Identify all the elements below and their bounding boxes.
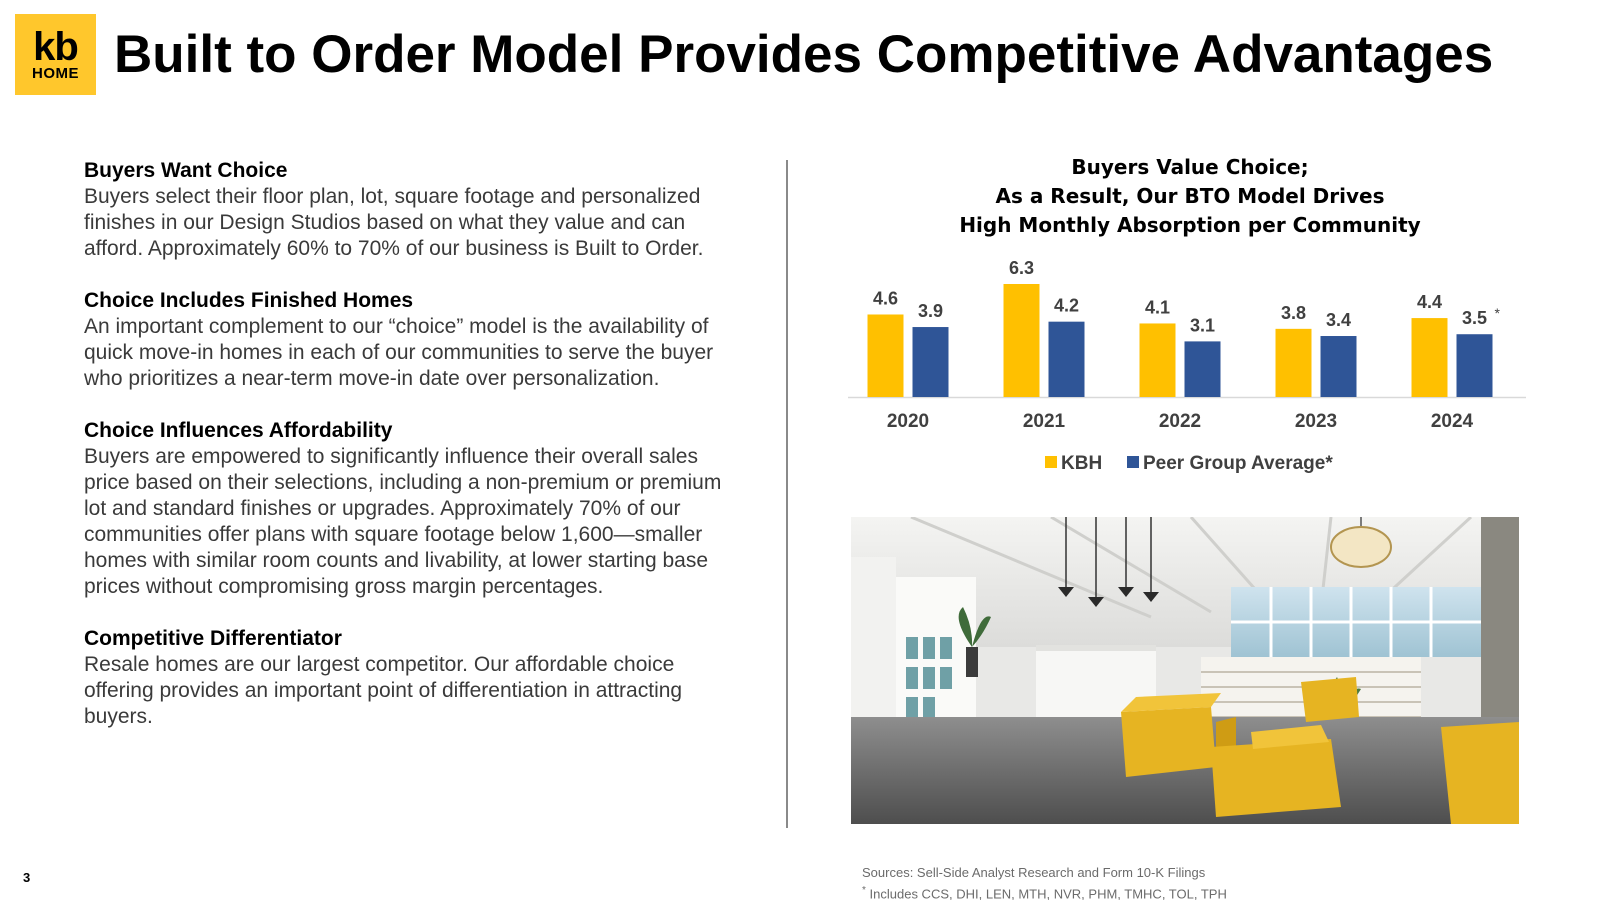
logo-kb-text: kb [33, 24, 79, 69]
section-heading: Choice Influences Affordability [84, 419, 393, 442]
section-body: Resale homes are our largest competitor.… [84, 653, 683, 728]
chart-title-line: High Monthly Absorption per Community [959, 213, 1421, 237]
data-label-peer-2022: 3.1 [1190, 315, 1215, 335]
section-heading: Buyers Want Choice [84, 159, 288, 182]
data-label-kbh-2020: 4.6 [873, 288, 898, 308]
chart-title-line: As a Result, Our BTO Model Drives [995, 184, 1385, 208]
page-number: 3 [23, 870, 31, 885]
x-tick-label-2024: 2024 [1431, 411, 1474, 432]
legend-label-peer: Peer Group Average* [1143, 453, 1333, 474]
section-heading: Competitive Differentiator [84, 627, 342, 650]
section-heading: Choice Includes Finished Homes [84, 289, 414, 312]
data-label-kbh-2022: 4.1 [1145, 297, 1170, 317]
data-label-peer-2021: 4.2 [1054, 296, 1079, 316]
bar-peer-2020 [912, 327, 949, 397]
legend-label-kbh: KBH [1061, 453, 1102, 474]
data-label-annotation: * [1495, 305, 1501, 321]
design-studio-photo [851, 517, 1519, 824]
section-body: Buyers select their floor plan, lot, squ… [84, 185, 704, 260]
sources-text: Sources: Sell-Side Analyst Research and … [862, 865, 1206, 880]
chart-legend: KBH Peer Group Average* [1045, 453, 1333, 474]
footnote: * Includes CCS, DHI, LEN, MTH, NVR, PHM,… [862, 882, 1227, 900]
section-competitive-differentiator: Competitive Differentiator Resale homes … [84, 626, 734, 730]
x-tick-label-2023: 2023 [1295, 411, 1337, 432]
data-label-peer-2024: 3.5 [1462, 308, 1487, 328]
data-label-peer-2023: 3.4 [1326, 310, 1351, 330]
absorption-bar-chart: 4.6 3.9 2020 6.3 4.2 2021 4.1 3.1 2022 3.8 3.4 2023… [848, 258, 1526, 474]
data-label-kbh-2024: 4.4 [1417, 292, 1442, 312]
bar-kbh-2024 [1411, 318, 1448, 397]
logo-home-text: HOME [32, 64, 79, 82]
section-finished-homes: Choice Includes Finished Homes An import… [84, 288, 734, 392]
x-tick-label-2021: 2021 [1023, 411, 1066, 432]
x-tick-label-2020: 2020 [887, 411, 929, 432]
data-label-peer-2020: 3.9 [918, 301, 943, 321]
bar-kbh-2023 [1275, 328, 1312, 397]
legend-swatch-peer [1127, 456, 1139, 468]
bar-peer-2023 [1320, 336, 1357, 397]
section-affordability: Choice Influences Affordability Buyers a… [84, 418, 734, 600]
column-divider [786, 160, 788, 828]
section-body: An important complement to our “choice” … [84, 315, 714, 390]
left-column: Buyers Want Choice Buyers select their f… [84, 158, 734, 756]
chart-title: Buyers Value Choice; As a Result, Our BT… [930, 153, 1450, 240]
bar-peer-2022 [1184, 341, 1221, 397]
bar-kbh-2020 [867, 314, 904, 397]
footnote-text: Includes CCS, DHI, LEN, MTH, NVR, PHM, T… [865, 886, 1227, 900]
footnote-mark: * [862, 885, 866, 896]
bar-kbh-2022 [1139, 323, 1176, 397]
chart-title-line: Buyers Value Choice; [1071, 155, 1309, 179]
bar-peer-2024 [1456, 334, 1493, 397]
data-label-kbh-2023: 3.8 [1281, 303, 1306, 323]
x-tick-label-2022: 2022 [1159, 411, 1201, 432]
section-body: Buyers are empowered to significantly in… [84, 445, 722, 598]
kb-home-logo: kb HOME [15, 14, 96, 95]
section-buyers-want-choice: Buyers Want Choice Buyers select their f… [84, 158, 734, 262]
bar-peer-2021 [1048, 321, 1085, 397]
sources-block: Sources: Sell-Side Analyst Research and … [862, 864, 1227, 900]
data-label-kbh-2021: 6.3 [1009, 258, 1034, 278]
page-title: Built to Order Model Provides Competitiv… [114, 25, 1494, 84]
bar-kbh-2021 [1003, 284, 1040, 397]
legend-swatch-kbh [1045, 456, 1057, 468]
